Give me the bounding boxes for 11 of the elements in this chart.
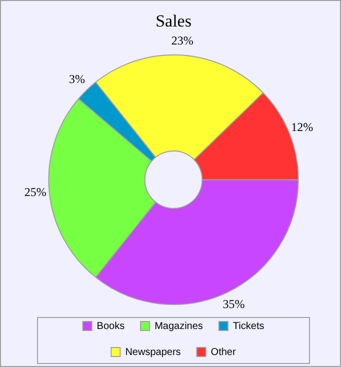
data-label: 35%: [222, 296, 245, 311]
data-label: 3%: [68, 72, 85, 86]
data-label: 25%: [24, 185, 46, 200]
legend-label: Other: [210, 346, 236, 358]
legend-label: Newspapers: [125, 346, 181, 358]
chart-title: Sales: [156, 12, 192, 31]
data-label: 12%: [291, 120, 314, 134]
legend-label: Tickets: [232, 320, 264, 332]
data-label: 23%: [171, 33, 194, 48]
legend-label: Magazines: [154, 320, 203, 332]
legend-label: Books: [96, 320, 125, 332]
